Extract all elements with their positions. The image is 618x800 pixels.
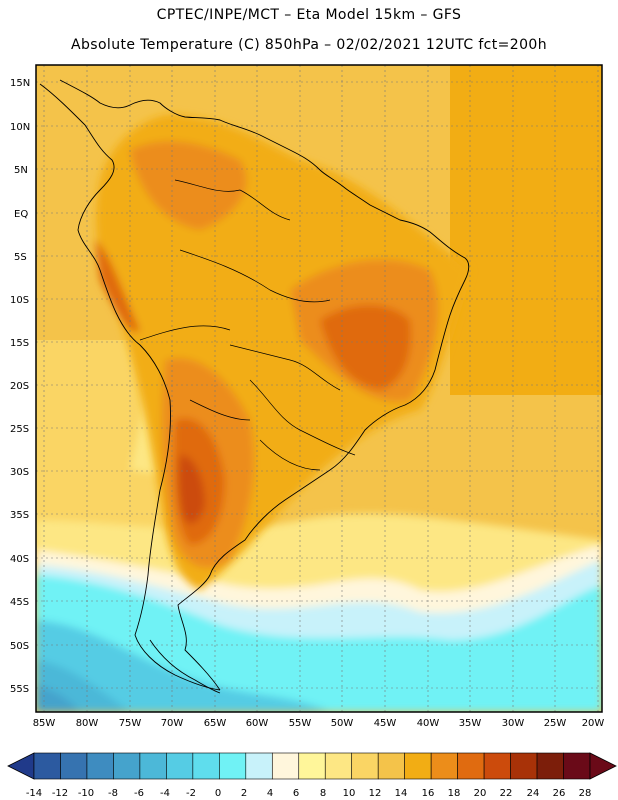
lat-label: 30S [10,467,29,478]
lat-label: 10N [10,122,30,133]
lon-label: 80W [76,718,99,729]
colorbar-label: 14 [395,788,408,799]
colorbar-cell [377,752,405,780]
colorbar-label: 6 [293,788,299,799]
lat-label: 35S [10,510,29,521]
lat-label: 15N [10,78,30,89]
colorbar-label: -2 [186,788,196,799]
colorbar-cell [33,752,61,780]
map-frame [35,64,603,713]
chart-title-line-1: CPTEC/INPE/MCT – Eta Model 15km – GFS [156,7,462,23]
colorbar-label: -6 [134,788,144,799]
colorbar-cell [510,752,538,780]
lon-label: 45W [374,718,397,729]
lat-label: 5N [14,165,28,176]
colorbar-label: 22 [500,788,513,799]
lon-label: 35W [459,718,482,729]
colorbar-label: 24 [527,788,540,799]
colorbar-label: 10 [343,788,356,799]
lon-label: 70W [161,718,184,729]
map-field [36,65,602,712]
latitude-labels: 15N 10N 5N EQ 5S 10S 15S 20S 25S 30S 35S… [10,78,30,695]
colorbar-label: 16 [422,788,435,799]
colorbar-label: 4 [267,788,273,799]
colorbar-cell [166,752,194,780]
andes-warm-strip [95,240,140,332]
lon-label: 75W [119,718,142,729]
lat-label: 25S [10,424,29,435]
colorbar: -14 -12 -10 -8 -6 -4 -2 0 2 4 6 8 10 12 … [7,752,617,799]
lon-label: 50W [331,718,354,729]
cool-band-5 [36,620,330,712]
lon-label: 40W [417,718,440,729]
graticule [36,65,602,712]
lat-label: EQ [14,209,28,220]
tierra-del-fuego [149,639,221,694]
pacific-coast [39,83,221,691]
longitude-labels: 85W 80W 75W 70W 65W 60W 55W 50W 45W 40W … [33,718,605,729]
lat-label: 5S [14,252,27,263]
lon-label: 30W [502,718,525,729]
coastlines [39,79,470,694]
colorbar-cell [139,752,167,780]
colorbar-cell [324,752,353,780]
colorbar-cell [86,752,114,780]
chart-title-line-2: Absolute Temperature (C) 850hPa – 02/02/… [70,37,547,53]
colorbar-cell [60,752,88,780]
colorbar-cell [351,752,379,780]
colorbar-cell [563,752,591,780]
brazil-hot-core [320,305,411,390]
lon-label: 55W [289,718,312,729]
lat-label: 55S [10,684,29,695]
colorbar-label: 12 [369,788,382,799]
lon-label: 20W [582,718,605,729]
lon-label: 85W [33,718,56,729]
argentina-hot-core [178,455,205,524]
colorbar-label: 26 [553,788,566,799]
colorbar-label: -12 [52,788,68,799]
country-borders [139,179,356,471]
colorbar-label: -4 [160,788,170,799]
colorbar-label: 8 [320,788,326,799]
lat-label: 40S [10,554,29,565]
cool-band-7 [36,685,80,712]
colorbar-label: 28 [579,788,592,799]
colorbar-labels: -14 -12 -10 -8 -6 -4 -2 0 2 4 6 8 10 12 … [26,788,592,799]
colorbar-cell [483,752,511,780]
colorbar-cell [219,752,247,780]
colorbar-cell [192,752,220,780]
colorbar-right-arrow [589,752,617,780]
colorbar-label: -14 [26,788,42,799]
northwest-warm-zone [130,141,247,230]
lat-label: 50S [10,641,29,652]
lon-label: 25W [544,718,567,729]
colorbar-label: 0 [215,788,221,799]
colorbar-label: -8 [108,788,118,799]
colorbar-cell [430,752,458,780]
lat-label: 45S [10,597,29,608]
colorbar-label: 20 [474,788,487,799]
colorbar-left-arrow [7,752,35,780]
tropical-ocean-field [450,65,602,395]
colorbar-cell [404,752,432,780]
colorbar-cell [113,752,141,780]
colorbar-cell [271,752,300,780]
colorbar-label: 2 [241,788,247,799]
colorbar-cell [298,752,326,780]
lat-label: 20S [10,381,29,392]
colorbar-label: -10 [78,788,94,799]
colorbar-cell [536,752,564,780]
colorbar-cell [245,752,273,780]
colorbar-label: 18 [448,788,461,799]
lon-label: 65W [204,718,227,729]
atlantic-coast [59,79,470,691]
lon-label: 60W [246,718,269,729]
lat-label: 10S [10,295,29,306]
colorbar-cell [457,752,485,780]
lat-label: 15S [10,338,29,349]
colorbar-cells [33,752,591,780]
